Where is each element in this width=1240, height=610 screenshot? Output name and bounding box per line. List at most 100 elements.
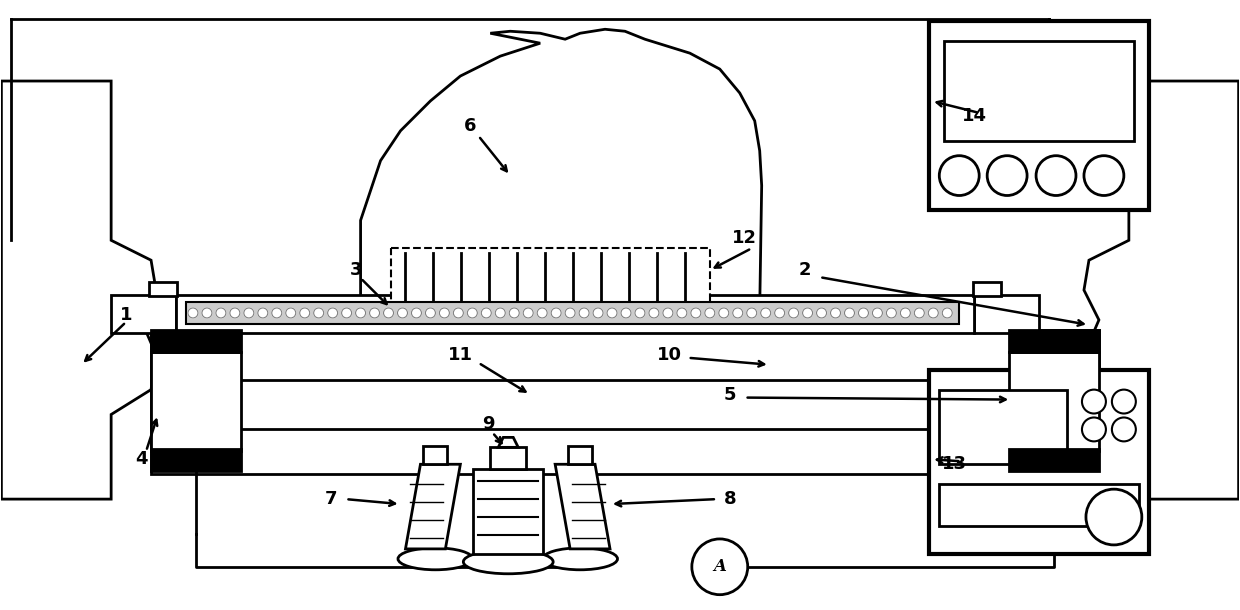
Circle shape xyxy=(370,308,379,318)
Bar xyxy=(975,295,1039,333)
Circle shape xyxy=(454,308,464,318)
Circle shape xyxy=(272,308,281,318)
Circle shape xyxy=(858,308,868,318)
Ellipse shape xyxy=(464,550,553,574)
Bar xyxy=(973,282,1001,296)
Circle shape xyxy=(621,308,631,318)
Bar xyxy=(929,370,1148,554)
Ellipse shape xyxy=(398,548,472,570)
Bar xyxy=(929,21,1148,210)
Circle shape xyxy=(229,308,239,318)
Circle shape xyxy=(342,308,352,318)
Circle shape xyxy=(942,308,952,318)
Circle shape xyxy=(300,308,310,318)
Circle shape xyxy=(987,156,1027,195)
Circle shape xyxy=(1083,417,1106,442)
Bar xyxy=(1009,352,1099,451)
Bar xyxy=(186,302,960,324)
Circle shape xyxy=(398,308,408,318)
Circle shape xyxy=(579,308,589,318)
Text: 14: 14 xyxy=(962,107,987,125)
Circle shape xyxy=(356,308,366,318)
Circle shape xyxy=(565,308,575,318)
Bar xyxy=(151,352,241,451)
Polygon shape xyxy=(405,464,460,549)
Polygon shape xyxy=(361,29,761,310)
Circle shape xyxy=(439,308,449,318)
Circle shape xyxy=(692,539,748,595)
Bar xyxy=(391,248,709,308)
Bar xyxy=(149,282,177,296)
Bar xyxy=(490,447,526,469)
Text: 5: 5 xyxy=(723,386,737,404)
Bar xyxy=(151,450,241,472)
Polygon shape xyxy=(498,437,518,447)
Circle shape xyxy=(831,308,841,318)
Circle shape xyxy=(523,308,533,318)
Circle shape xyxy=(258,308,268,318)
Bar xyxy=(1009,450,1099,472)
Polygon shape xyxy=(556,464,610,549)
Circle shape xyxy=(873,308,883,318)
Circle shape xyxy=(537,308,547,318)
Bar xyxy=(939,390,1066,464)
Text: 2: 2 xyxy=(799,261,811,279)
Circle shape xyxy=(775,308,785,318)
Bar xyxy=(474,469,543,554)
Bar xyxy=(939,484,1138,526)
Circle shape xyxy=(1037,156,1076,195)
Circle shape xyxy=(383,308,393,318)
Ellipse shape xyxy=(543,548,618,570)
Text: 10: 10 xyxy=(657,346,682,364)
Bar xyxy=(423,447,448,464)
Circle shape xyxy=(719,308,729,318)
Circle shape xyxy=(495,308,505,318)
Bar xyxy=(151,330,241,352)
Circle shape xyxy=(188,308,198,318)
Circle shape xyxy=(887,308,897,318)
Bar xyxy=(176,295,975,333)
Circle shape xyxy=(425,308,435,318)
Circle shape xyxy=(481,308,491,318)
Circle shape xyxy=(844,308,854,318)
Text: 6: 6 xyxy=(464,117,476,135)
Circle shape xyxy=(802,308,812,318)
Circle shape xyxy=(202,308,212,318)
Circle shape xyxy=(510,308,520,318)
Circle shape xyxy=(929,308,939,318)
Text: 11: 11 xyxy=(448,346,472,364)
Circle shape xyxy=(746,308,756,318)
Bar xyxy=(112,295,176,333)
Circle shape xyxy=(649,308,658,318)
Circle shape xyxy=(1086,489,1142,545)
Circle shape xyxy=(939,156,980,195)
Bar xyxy=(568,447,591,464)
Circle shape xyxy=(314,308,324,318)
Text: 3: 3 xyxy=(350,261,362,279)
Bar xyxy=(1009,330,1099,352)
Circle shape xyxy=(635,308,645,318)
Circle shape xyxy=(691,308,701,318)
Circle shape xyxy=(1112,390,1136,414)
Circle shape xyxy=(216,308,226,318)
Circle shape xyxy=(1112,417,1136,442)
Bar xyxy=(945,41,1133,141)
Circle shape xyxy=(608,308,618,318)
Circle shape xyxy=(593,308,603,318)
Circle shape xyxy=(663,308,673,318)
Text: 8: 8 xyxy=(723,490,737,508)
Circle shape xyxy=(704,308,714,318)
Circle shape xyxy=(760,308,771,318)
Circle shape xyxy=(733,308,743,318)
Circle shape xyxy=(412,308,422,318)
Circle shape xyxy=(1084,156,1123,195)
Circle shape xyxy=(467,308,477,318)
Text: 4: 4 xyxy=(135,450,148,468)
Circle shape xyxy=(285,308,295,318)
Circle shape xyxy=(677,308,687,318)
Circle shape xyxy=(900,308,910,318)
Bar xyxy=(151,330,1099,474)
Circle shape xyxy=(1083,390,1106,414)
Circle shape xyxy=(789,308,799,318)
Text: 1: 1 xyxy=(120,306,133,324)
